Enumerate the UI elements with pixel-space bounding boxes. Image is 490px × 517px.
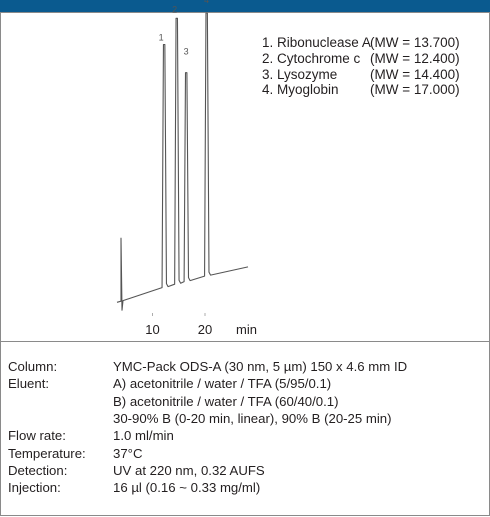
condition-label: Eluent: bbox=[8, 376, 50, 392]
legend-mw: (MW = 12.400) bbox=[370, 50, 460, 66]
peak-label-4: 4 bbox=[204, 0, 209, 5]
x-tick-label: 20 bbox=[198, 322, 212, 337]
legend-mw: (MW = 17.000) bbox=[370, 82, 460, 98]
chromatogram-chart: 10 20 min 1 2 3 4 bbox=[116, 0, 257, 337]
peak-label-3: 3 bbox=[184, 47, 189, 57]
peak-labels: 1 2 3 4 bbox=[159, 0, 210, 57]
condition-label: Injection: bbox=[8, 480, 61, 496]
condition-value: UV at 220 nm, 0.32 AUFS bbox=[113, 462, 265, 478]
condition-value: 16 µl (0.16 ~ 0.33 mg/ml) bbox=[113, 480, 261, 496]
peak-label-1: 1 bbox=[159, 33, 164, 43]
condition-label: Temperature: bbox=[8, 445, 86, 461]
section-divider bbox=[1, 341, 489, 342]
legend-name: 2. Cytochrome c bbox=[262, 50, 361, 66]
condition-value: 37°C bbox=[113, 445, 143, 461]
chromatogram-trace bbox=[116, 12, 249, 311]
legend-name: 1. Ribonuclease A bbox=[262, 35, 371, 50]
chromatogram-trace-group bbox=[116, 12, 249, 311]
condition-label: Detection: bbox=[8, 462, 68, 478]
legend-name: 3. Lysozyme bbox=[262, 66, 338, 82]
x-tick-label: 10 bbox=[145, 322, 159, 337]
peak-label-2: 2 bbox=[172, 4, 177, 14]
condition-value: 30-90% B (0-20 min, linear), 90% B (20-2… bbox=[113, 410, 392, 426]
condition-value: 1.0 ml/min bbox=[113, 428, 174, 444]
header-bar bbox=[0, 0, 490, 12]
x-axis-unit: min bbox=[236, 322, 257, 337]
legend-mw: (MW = 13.700) bbox=[370, 35, 460, 50]
condition-value: YMC-Pack ODS-A (30 nm, 5 µm) 150 x 4.6 m… bbox=[113, 359, 408, 374]
condition-value: A) acetonitrile / water / TFA (5/95/0.1) bbox=[113, 376, 332, 392]
x-axis: 10 20 min bbox=[145, 313, 257, 337]
condition-value: B) acetonitrile / water / TFA (60/40/0.1… bbox=[113, 393, 339, 409]
legend-mw: (MW = 14.400) bbox=[370, 66, 460, 82]
condition-label: Flow rate: bbox=[8, 428, 66, 444]
condition-label: Column: bbox=[8, 359, 58, 374]
legend-name: 4. Myoglobin bbox=[262, 82, 339, 98]
